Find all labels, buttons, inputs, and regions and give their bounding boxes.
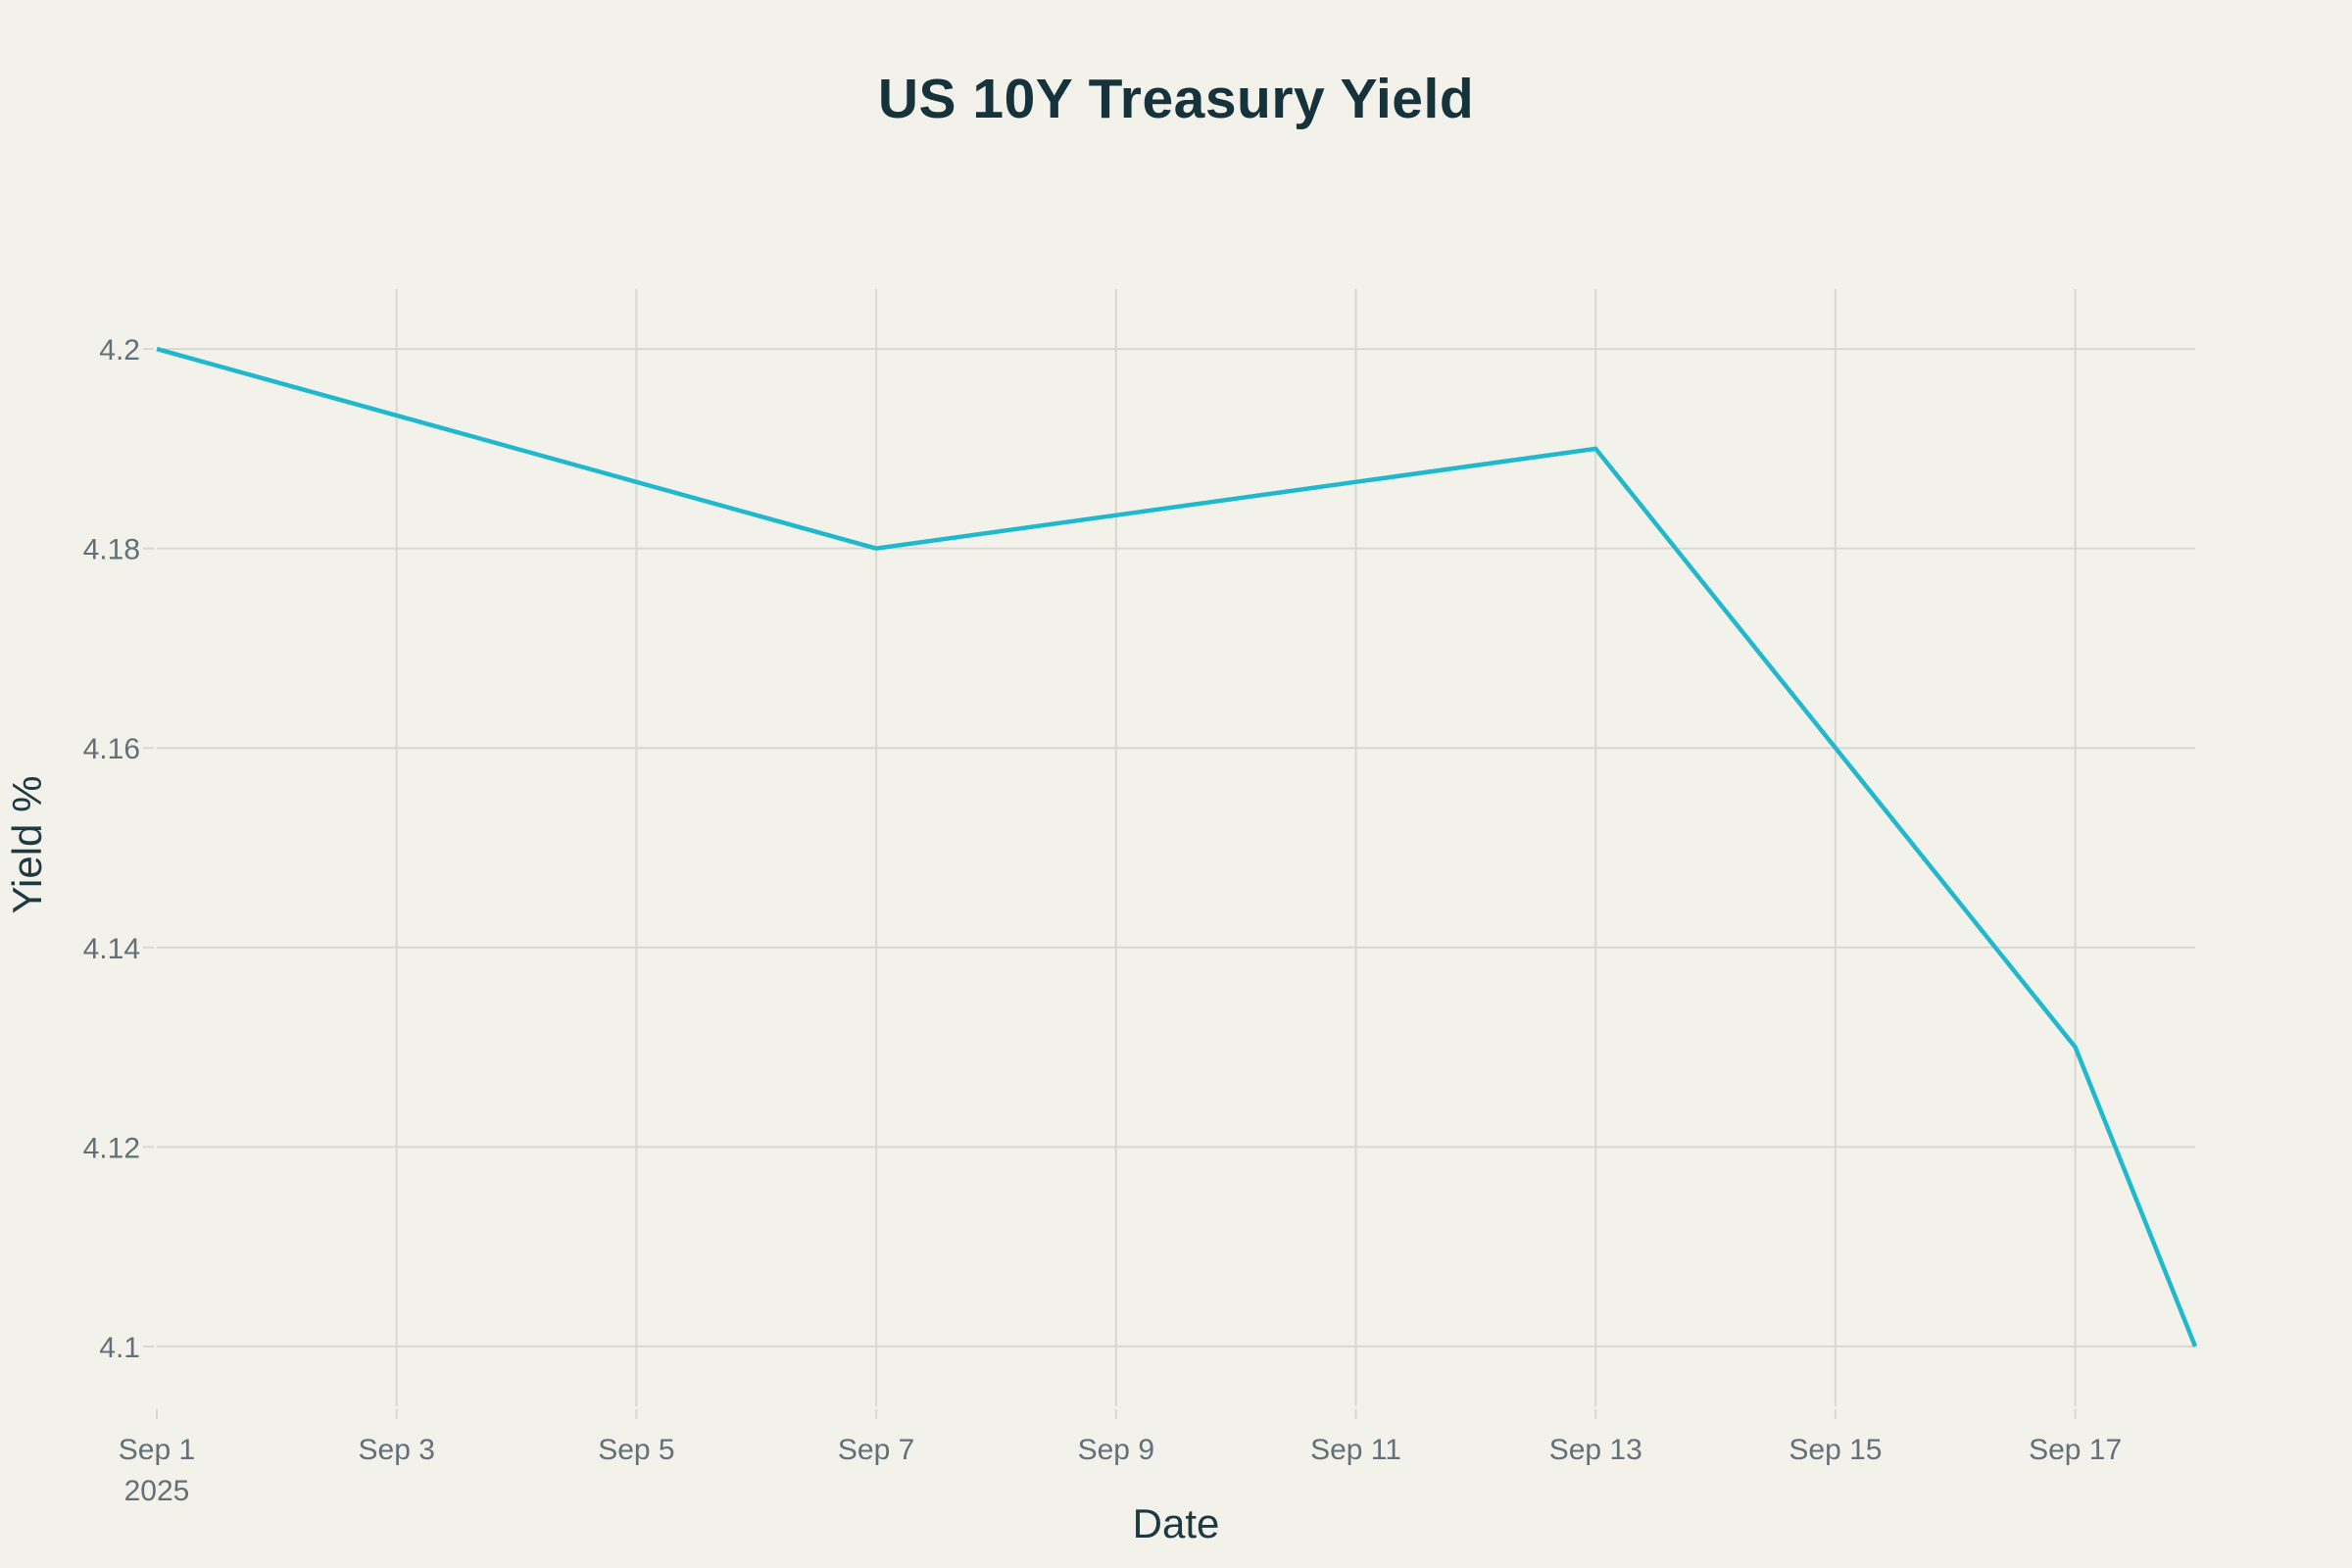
x-tick-sublabel: 2025 xyxy=(124,1475,190,1507)
series-line xyxy=(156,346,2198,1348)
y-tick-label: 4.14 xyxy=(83,933,140,965)
x-tick-label: Sep 13 xyxy=(1549,1434,1642,1466)
chart-title: US 10Y Treasury Yield xyxy=(877,68,1475,130)
y-tick-label: 4.18 xyxy=(83,534,140,566)
x-tick-label: Sep 9 xyxy=(1078,1434,1154,1466)
x-tick-label: Sep 15 xyxy=(1788,1434,1882,1466)
x-tick-label: Sep 3 xyxy=(359,1434,435,1466)
x-tick-label: Sep 5 xyxy=(598,1434,674,1466)
y-tick-label: 4.16 xyxy=(83,733,140,765)
x-axis-title: Date xyxy=(1132,1500,1220,1546)
x-tick-label: Sep 11 xyxy=(1310,1434,1401,1466)
y-tick-label: 4.1 xyxy=(99,1332,140,1364)
y-tick-label: 4.2 xyxy=(99,334,140,367)
y-axis-title: Yield % xyxy=(4,775,50,914)
x-tick-label: Sep 1 xyxy=(119,1434,195,1466)
x-tick-label: Sep 7 xyxy=(838,1434,914,1466)
x-tick-label: Sep 17 xyxy=(2029,1434,2122,1466)
y-tick-label: 4.12 xyxy=(83,1132,140,1164)
